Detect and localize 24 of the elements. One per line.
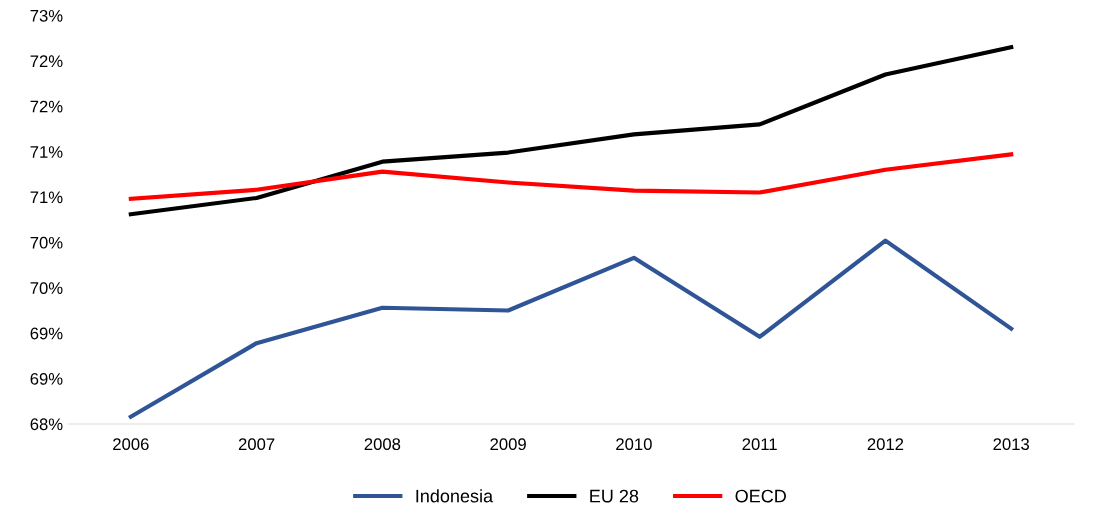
y-tick-label: 68% — [30, 418, 63, 431]
line-series — [128, 45, 1014, 217]
y-tick-label: 69% — [30, 372, 63, 385]
y-tick-label: 72% — [30, 100, 63, 113]
y-tick-label: 69% — [30, 327, 63, 340]
x-tick-label: 2009 — [490, 438, 526, 451]
legend-label: EU 28 — [590, 489, 639, 503]
y-tick-label: 71% — [30, 146, 63, 158]
y-tick-label: 72% — [30, 55, 63, 68]
legend-label: OECD — [735, 489, 786, 503]
y-tick-label: 73% — [30, 9, 63, 22]
x-tick-label: 2011 — [742, 438, 777, 451]
x-tick-label: 2013 — [993, 438, 1029, 451]
x-tick-label: 2008 — [364, 438, 401, 451]
y-tick-label: 71% — [30, 191, 63, 204]
x-tick-label: 2006 — [113, 438, 149, 451]
line-series — [128, 152, 1014, 201]
legend-label: Indonesia — [416, 489, 494, 503]
x-tick-label: 2012 — [867, 438, 904, 451]
x-tick-label: 2010 — [616, 438, 652, 451]
x-tick-label: 2007 — [238, 438, 275, 451]
y-tick-label: 70% — [30, 282, 63, 294]
y-tick-label: 70% — [30, 236, 63, 249]
line-series — [128, 238, 1014, 419]
